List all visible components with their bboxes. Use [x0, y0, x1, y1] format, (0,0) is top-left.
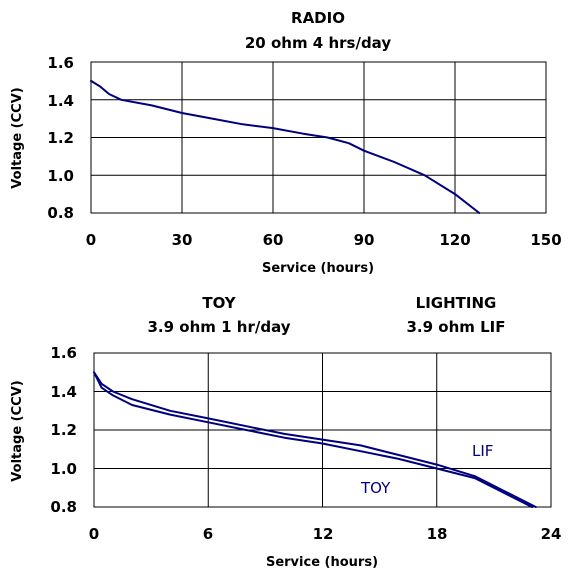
- series-label-toy: TOY: [360, 479, 391, 497]
- x-axis-label: Service (hours): [262, 261, 374, 276]
- x-tick-label: 60: [263, 231, 284, 249]
- x-tick-label: 120: [439, 231, 470, 249]
- series-group: [93, 371, 537, 508]
- chart-title: RADIO: [291, 9, 345, 27]
- y-tick-label: 1.2: [50, 421, 77, 439]
- y-tick-label: 1.2: [47, 129, 74, 147]
- x-tick-label: 12: [313, 525, 334, 543]
- series-line: [90, 79, 481, 214]
- chart-title-right: LIGHTING: [416, 294, 497, 312]
- grid-lines: [94, 353, 551, 507]
- y-tick-label: 1.6: [50, 344, 77, 362]
- chart-title-left: TOY: [202, 294, 236, 312]
- x-tick-label: 0: [89, 525, 99, 543]
- series-line-toy: [93, 371, 533, 508]
- x-tick-label: 6: [203, 525, 213, 543]
- y-tick-label: 0.8: [50, 498, 77, 516]
- x-tick-label: 150: [530, 231, 561, 249]
- series-group: [90, 79, 481, 214]
- x-axis-label: Service (hours): [266, 555, 378, 570]
- y-axis-label: Voltage (CCV): [10, 87, 25, 188]
- series-line-lif: [93, 371, 537, 508]
- grid-lines: [91, 62, 546, 213]
- y-tick-label: 1.6: [47, 54, 74, 72]
- y-tick-label: 1.4: [47, 92, 74, 110]
- x-tick-label: 24: [541, 525, 562, 543]
- x-tick-label: 0: [86, 231, 96, 249]
- y-tick-label: 1.0: [47, 167, 74, 185]
- y-tick-label: 0.8: [47, 204, 74, 222]
- y-tick-label: 1.4: [50, 383, 77, 401]
- chart-subtitle-right: 3.9 ohm LIF: [406, 318, 505, 336]
- series-label-lif: LIF: [472, 442, 493, 460]
- chart-subtitle-left: 3.9 ohm 1 hr/day: [147, 318, 290, 336]
- plot-area-frame: [90, 61, 547, 214]
- plot-area-frame: [93, 352, 552, 508]
- chart-subtitle: 20 ohm 4 hrs/day: [245, 34, 391, 52]
- chart-radio: RADIO 20 ohm 4 hrs/day 1.6 1.4 1.2 1.0 0…: [10, 9, 562, 276]
- x-tick-label: 18: [427, 525, 448, 543]
- y-axis-label: Voltage (CCV): [10, 380, 25, 481]
- x-tick-label: 30: [172, 231, 193, 249]
- y-tick-label: 1.0: [50, 460, 77, 478]
- chart-toy-lighting: TOY 3.9 ohm 1 hr/day LIGHTING 3.9 ohm LI…: [10, 294, 561, 570]
- x-tick-label: 90: [354, 231, 375, 249]
